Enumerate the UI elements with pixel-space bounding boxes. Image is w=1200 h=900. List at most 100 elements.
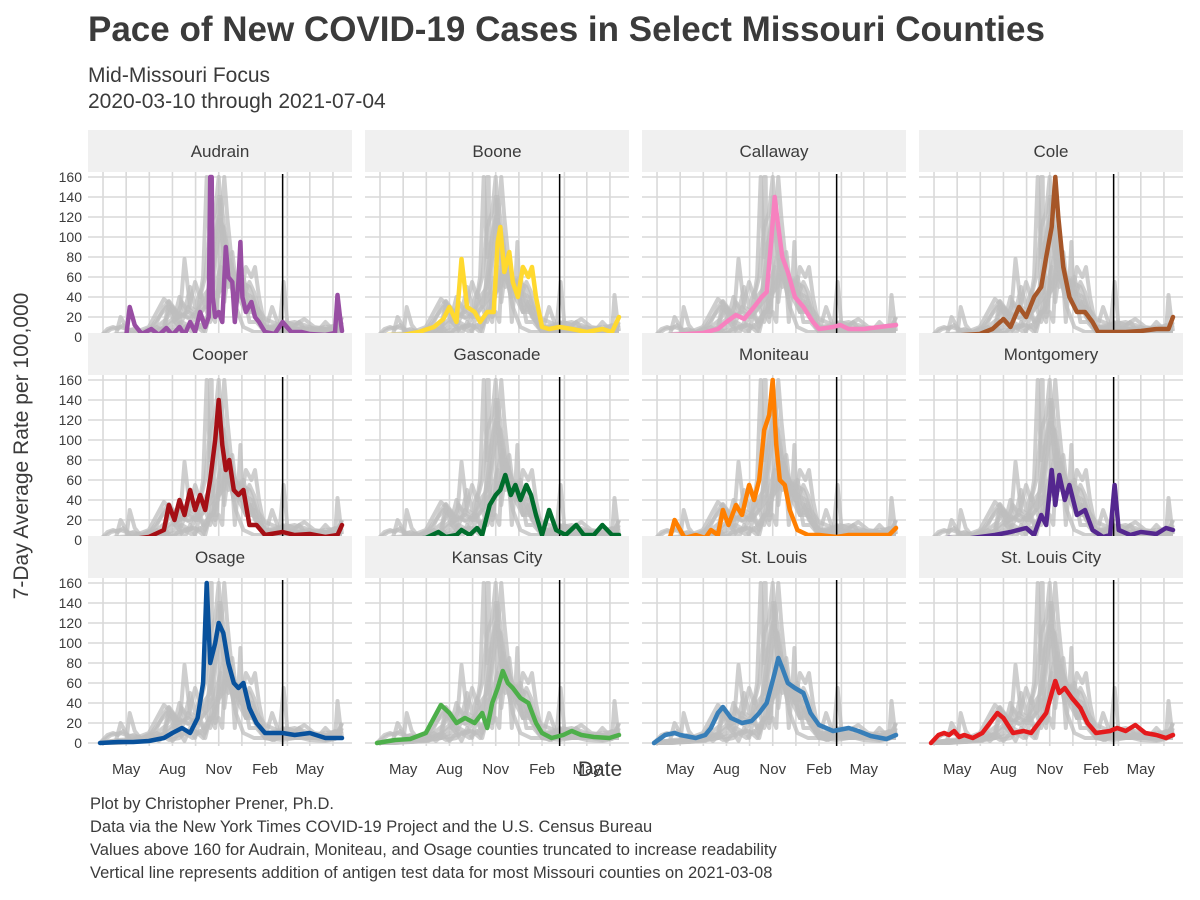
- facet-panel-montgomery: Montgomery: [919, 333, 1183, 543]
- chart-subtitle-range: 2020-03-10 through 2021-07-04: [88, 90, 386, 113]
- background-series-line: [929, 273, 1174, 339]
- y-tick-label: 40: [66, 289, 82, 305]
- series-line-st-louis: [651, 655, 899, 746]
- y-tick-label: 20: [66, 715, 82, 731]
- facet-label-audrain: Audrain: [191, 142, 250, 161]
- x-tick-label: Aug: [713, 761, 740, 778]
- x-axis-label: Date: [577, 758, 623, 781]
- background-series-line: [98, 679, 343, 745]
- y-tick-label: 160: [59, 169, 83, 185]
- facet-strip-moniteau: [642, 333, 906, 375]
- facet-strip-boone: [365, 130, 629, 172]
- caption-reference-line-note: Vertical line represents addition of ant…: [90, 864, 773, 882]
- facet-label-cole: Cole: [1034, 142, 1069, 161]
- facet-label-cooper: Cooper: [192, 345, 248, 364]
- background-series-line: [375, 476, 620, 542]
- facet-label-gasconade: Gasconade: [454, 345, 541, 364]
- series-line-kansas-city: [374, 668, 622, 746]
- facet-label-boone: Boone: [472, 142, 521, 161]
- facet-label-st-louis: St. Louis: [741, 548, 807, 567]
- background-series-line: [98, 476, 343, 542]
- x-tick-label: Nov: [205, 761, 232, 778]
- y-tick-label: 0: [74, 532, 82, 548]
- y-tick-label: 60: [66, 675, 82, 691]
- y-tick-label: 80: [66, 452, 82, 468]
- facet-strip-montgomery: [919, 333, 1183, 375]
- x-tick-label: May: [1127, 761, 1156, 778]
- x-tick-label: Feb: [529, 761, 555, 778]
- series-line-callaway: [651, 194, 899, 340]
- x-tick-label: May: [573, 761, 602, 778]
- x-tick-label: May: [296, 761, 325, 778]
- y-tick-label: 60: [66, 472, 82, 488]
- x-tick-label: Feb: [806, 761, 832, 778]
- x-tick-label: May: [389, 761, 418, 778]
- facet-strip-osage: [88, 536, 352, 578]
- y-tick-label: 120: [59, 209, 83, 225]
- facet-panel-st-louis-city: St. Louis City May Aug Nov Feb May: [919, 536, 1183, 778]
- facet-panel-callaway: Callaway: [642, 130, 906, 340]
- y-tick-label: 160: [59, 575, 83, 591]
- series-line-st-louis-city: [928, 678, 1176, 746]
- caption-truncation-note: Values above 160 for Audrain, Moniteau, …: [90, 841, 777, 859]
- facet-strip-kansas-city: [365, 536, 629, 578]
- facet-label-osage: Osage: [195, 548, 245, 567]
- y-tick-label: 100: [59, 229, 83, 245]
- y-tick-label: 40: [66, 492, 82, 508]
- y-tick-label: 60: [66, 269, 82, 285]
- y-tick-label: 100: [59, 432, 83, 448]
- x-tick-label: May: [112, 761, 141, 778]
- x-tick-label: May: [666, 761, 695, 778]
- y-tick-label: 20: [66, 512, 82, 528]
- y-tick-label: 80: [66, 249, 82, 265]
- y-tick-label: 140: [59, 189, 83, 205]
- series-line-boone: [374, 224, 622, 340]
- y-axis-label: 7-Day Average Rate per 100,000: [10, 292, 33, 600]
- y-tick-label: 120: [59, 615, 83, 631]
- caption-source: Data via the New York Times COVID-19 Pro…: [90, 818, 653, 836]
- facet-strip-gasconade: [365, 333, 629, 375]
- x-tick-label: Aug: [159, 761, 186, 778]
- facet-panel-cooper: Cooper 0 20 40 60 80 100 120 140 160: [59, 333, 352, 548]
- facet-strip-st-louis-city: [919, 536, 1183, 578]
- facet-label-st-louis-city: St. Louis City: [1001, 548, 1102, 567]
- facet-panel-boone: Boone: [365, 130, 629, 340]
- y-tick-label: 0: [74, 735, 82, 751]
- facet-panel-cole: Cole: [919, 130, 1183, 340]
- facet-strip-audrain: [88, 130, 352, 172]
- facet-panel-osage: Osage 0 20 40 60 80 100 120 140 160 May Aug Nov Feb Ma…: [59, 536, 352, 778]
- x-tick-label: Feb: [252, 761, 278, 778]
- y-tick-label: 0: [74, 329, 82, 345]
- y-tick-label: 40: [66, 695, 82, 711]
- series-line-cooper: [97, 397, 345, 543]
- x-tick-label: May: [943, 761, 972, 778]
- series-line-osage: [97, 580, 345, 746]
- facet-strip-st-louis: [642, 536, 906, 578]
- facet-strip-cole: [919, 130, 1183, 172]
- series-line-cole: [928, 174, 1176, 340]
- facet-label-callaway: Callaway: [740, 142, 809, 161]
- x-tick-label: Aug: [436, 761, 463, 778]
- y-tick-label: 80: [66, 655, 82, 671]
- x-tick-label: Nov: [482, 761, 509, 778]
- series-line-audrain: [97, 174, 345, 340]
- series-line-montgomery: [928, 467, 1176, 543]
- facet-label-montgomery: Montgomery: [1004, 345, 1099, 364]
- facet-strip-callaway: [642, 130, 906, 172]
- x-tick-label: Nov: [759, 761, 786, 778]
- facet-panel-moniteau: Moniteau: [642, 333, 906, 543]
- x-tick-label: Nov: [1036, 761, 1063, 778]
- x-tick-label: May: [850, 761, 879, 778]
- background-series-line: [652, 273, 897, 339]
- facet-panel-gasconade: Gasconade: [365, 333, 629, 543]
- facet-panel-kansas-city: Kansas City May Aug Nov Feb May: [365, 536, 629, 778]
- chart-title: Pace of New COVID-19 Cases in Select Mis…: [88, 10, 1045, 49]
- x-tick-label: Aug: [990, 761, 1017, 778]
- y-tick-label: 120: [59, 412, 83, 428]
- facet-strip-cooper: [88, 333, 352, 375]
- facet-panel-st-louis: St. Louis May Aug Nov Feb May: [642, 536, 906, 778]
- facet-label-moniteau: Moniteau: [739, 345, 809, 364]
- y-tick-label: 160: [59, 372, 83, 388]
- y-tick-label: 140: [59, 392, 83, 408]
- y-tick-label: 140: [59, 595, 83, 611]
